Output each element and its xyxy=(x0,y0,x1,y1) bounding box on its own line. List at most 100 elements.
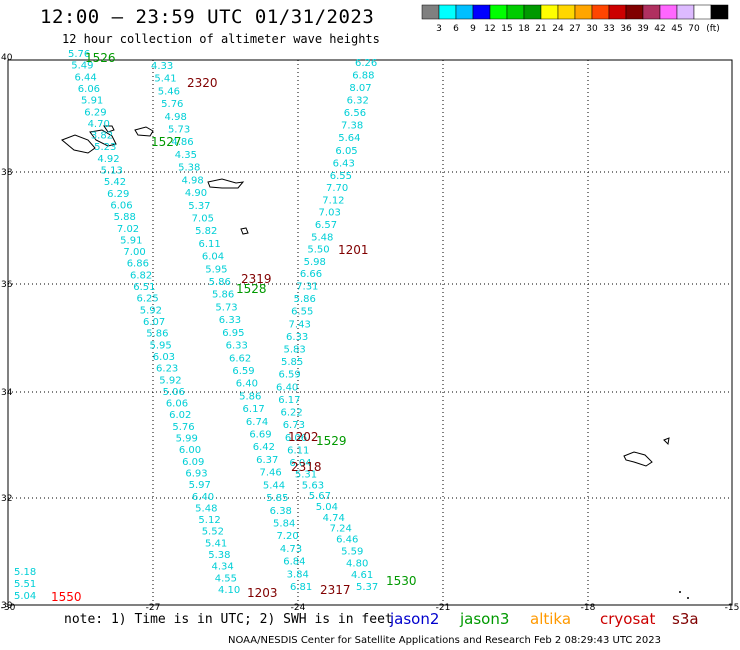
scale-label: 45 xyxy=(671,24,682,34)
wave-height-value: 5.86 xyxy=(212,290,234,301)
wave-height-value: 6.00 xyxy=(179,445,201,456)
wave-height-value: 5.06 xyxy=(163,387,185,398)
track-2320: 4.335.415.465.764.985.734.864.355.384.98… xyxy=(151,61,312,593)
wave-height-value: 7.46 xyxy=(259,468,281,479)
lon-tick-label: -27 xyxy=(146,603,161,610)
color-scale: 3 6 9 12 15 18 21 24 27 30 33 36 39 42 45 70 (ft) xyxy=(421,4,729,34)
wave-height-value: 5.91 xyxy=(120,235,142,246)
scale-label: 6 xyxy=(453,24,459,34)
satellite-label-altika: altika xyxy=(530,610,572,628)
wave-height-value: 6.29 xyxy=(84,107,106,118)
pass-time-label: 1529 xyxy=(316,434,347,448)
wave-height-value: 5.67 xyxy=(309,491,331,502)
track-1550: 5.185.515.04 xyxy=(14,567,36,602)
wave-height-value: 5.04 xyxy=(316,502,338,513)
pass-time-label: 2317 xyxy=(320,583,351,597)
lon-tick-label: -21 xyxy=(436,603,451,610)
wave-height-value: 7.24 xyxy=(330,524,352,535)
wave-height-value: 5.76 xyxy=(68,49,90,60)
wave-height-value: 7.31 xyxy=(296,281,318,292)
wave-height-value: 5.86 xyxy=(146,329,168,340)
wave-height-value: 5.86 xyxy=(209,277,231,288)
wave-height-value: 4.74 xyxy=(323,513,345,524)
wave-height-value: 6.44 xyxy=(75,72,97,83)
wave-height-value: 6.95 xyxy=(222,328,244,339)
wave-height-value: 5.23 xyxy=(94,142,116,153)
wave-height-value: 5.95 xyxy=(205,264,227,275)
wave-height-value: 5.63 xyxy=(302,480,324,491)
pass-time-label: 1528 xyxy=(236,282,267,296)
scale-label: 18 xyxy=(518,24,530,34)
wave-height-value: 4.55 xyxy=(215,573,237,584)
island-outline xyxy=(89,129,117,147)
lat-tick-label: 40 xyxy=(1,53,13,63)
wave-height-value: 5.83 xyxy=(284,344,306,355)
pass-time-label: 1526 xyxy=(85,51,116,65)
pass-time-label: 2320 xyxy=(187,76,218,90)
wave-height-value: 5.41 xyxy=(154,74,176,85)
wave-height-value: 5.76 xyxy=(161,99,183,110)
wave-height-value: 7.38 xyxy=(341,121,363,132)
wave-height-value: 6.59 xyxy=(232,366,254,377)
lon-tick-label: -15 xyxy=(725,603,740,610)
wave-height-value: 6.17 xyxy=(243,404,265,415)
pass-time-label: 1202 xyxy=(288,430,319,444)
lat-tick-label: 34 xyxy=(1,388,13,398)
wave-height-value: 5.49 xyxy=(71,61,93,72)
wave-height-value: 6.33 xyxy=(219,315,241,326)
wave-height-value: 5.76 xyxy=(172,422,194,433)
wave-height-value: 5.51 xyxy=(14,579,36,590)
wave-height-value: 6.07 xyxy=(143,317,165,328)
wave-height-value: 6.57 xyxy=(315,220,337,231)
wave-height-value: 4.98 xyxy=(182,175,204,186)
lat-tick-label: 32 xyxy=(1,494,12,504)
scale-label: 15 xyxy=(501,24,512,34)
wave-height-value: 6.93 xyxy=(185,468,207,479)
pass-time-label: 1201 xyxy=(338,243,369,257)
satellite-label-s3a: s3a xyxy=(672,610,699,628)
wave-height-value: 6.22 xyxy=(280,408,302,419)
wave-height-value: 3.84 xyxy=(287,569,309,580)
lat-tick-label: 36 xyxy=(1,280,13,290)
scale-label: 24 xyxy=(552,24,564,34)
wave-height-value: 6.17 xyxy=(278,395,300,406)
wave-height-value: 6.84 xyxy=(283,557,305,568)
note-text: note: 1) Time is in UTC; 2) SWH is in fe… xyxy=(64,612,393,627)
wave-height-value: 5.97 xyxy=(189,480,211,491)
scale-label: 33 xyxy=(603,24,614,34)
wave-height-value: 5.48 xyxy=(195,503,217,514)
wave-height-value: 5.85 xyxy=(266,493,288,504)
wave-height-value: 5.50 xyxy=(307,245,329,256)
wave-height-value: 7.00 xyxy=(123,247,145,258)
wave-height-value: 6.86 xyxy=(127,259,149,270)
scale-label: 21 xyxy=(535,24,546,34)
wave-height-value: 5.52 xyxy=(202,527,224,538)
scale-label: 3 xyxy=(436,24,442,34)
island-outline xyxy=(61,134,96,154)
wave-height-value: 7.12 xyxy=(322,195,344,206)
wave-height-value: 5.92 xyxy=(140,305,162,316)
wave-height-value: 6.46 xyxy=(336,535,358,546)
wave-height-value: 5.86 xyxy=(239,391,261,402)
wave-height-value: 6.23 xyxy=(156,364,178,375)
wave-height-value: 5.91 xyxy=(81,96,103,107)
lon-tick-label: -30 xyxy=(1,603,16,610)
wave-height-value: 6.40 xyxy=(236,379,258,390)
wave-height-value: 6.04 xyxy=(202,252,224,263)
pass-time-label: 1530 xyxy=(386,574,417,588)
wave-height-value: 6.25 xyxy=(136,294,158,305)
wave-height-value: 7.05 xyxy=(192,213,214,224)
wave-height-value: 6.55 xyxy=(330,171,352,182)
wave-height-value: 8.07 xyxy=(349,83,371,94)
wave-height-value: 5.37 xyxy=(356,582,378,593)
lon-tick-label: -24 xyxy=(291,603,306,610)
wave-height-value: 5.86 xyxy=(294,294,316,305)
island-outline xyxy=(240,227,249,235)
wave-height-value: 5.37 xyxy=(188,201,210,212)
wave-height-value: 5.38 xyxy=(208,550,230,561)
wave-height-value: 6.02 xyxy=(169,410,191,421)
wave-height-value: 7.02 xyxy=(117,224,139,235)
wave-height-value: 6.06 xyxy=(110,200,132,211)
island-outline xyxy=(623,451,653,467)
wave-height-value: 6.33 xyxy=(286,332,308,343)
